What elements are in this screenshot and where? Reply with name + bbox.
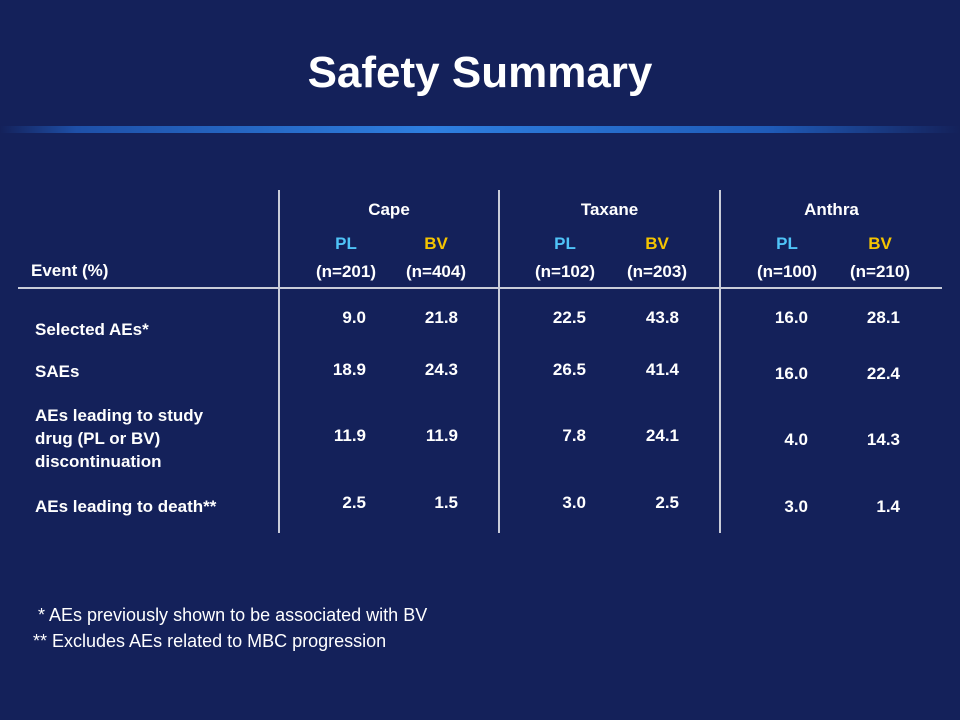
table-cell: 1.5	[434, 493, 458, 512]
table-column-divider	[498, 190, 500, 533]
table-cell: 2.5	[655, 493, 679, 512]
row-label-line: discontinuation	[35, 452, 162, 471]
table-cell: 7.8	[562, 426, 586, 445]
table-cell: 24.1	[645, 426, 679, 445]
table-cell: 16.0	[774, 308, 808, 327]
group-header-taxane: Taxane	[580, 200, 639, 219]
footnote: ** Excludes AEs related to MBC progressi…	[33, 631, 387, 651]
table-cell: 18.9	[332, 360, 366, 379]
table-cell: 22.4	[866, 364, 900, 383]
sample-size: (n=102)	[535, 262, 595, 281]
row-label-selected-aes: Selected AEs*	[35, 318, 149, 341]
row-label-aes-death: AEs leading to death**	[35, 495, 216, 518]
sample-size: (n=100)	[757, 262, 817, 281]
table-header-rule	[18, 287, 942, 289]
arm-label-pl: PL	[335, 234, 357, 253]
table-cell: 3.0	[562, 493, 586, 512]
table-column-divider	[719, 190, 721, 533]
title-divider	[0, 126, 960, 133]
row-label-aes-discontinuation: AEs leading to study drug (PL or BV) dis…	[35, 404, 203, 473]
arm-label-pl: PL	[776, 234, 798, 253]
table-cell: 41.4	[645, 360, 679, 379]
arm-label-bv: BV	[424, 234, 448, 253]
table-cell: 11.9	[333, 426, 366, 445]
table-cell: 21.8	[424, 308, 458, 327]
table-cell: 43.8	[645, 308, 679, 327]
row-label-line: AEs leading to study	[35, 406, 204, 425]
group-header-cape: Cape	[368, 200, 410, 219]
table-column-divider	[278, 190, 280, 533]
row-label-line: SAEs	[35, 362, 80, 381]
row-label-line: drug (PL or BV)	[35, 429, 161, 448]
row-label-line: Selected AEs*	[35, 320, 149, 339]
table-cell: 1.4	[876, 497, 900, 516]
row-label-line: AEs leading to death**	[35, 497, 217, 516]
arm-label-bv: BV	[868, 234, 892, 253]
table-cell: 26.5	[552, 360, 586, 379]
table-cell: 4.0	[784, 430, 808, 449]
footnote: * AEs previously shown to be associated …	[33, 605, 428, 625]
table-cell: 14.3	[866, 430, 900, 449]
event-column-header: Event (%)	[31, 261, 109, 280]
arm-label-bv: BV	[645, 234, 669, 253]
group-header-anthra: Anthra	[804, 200, 859, 219]
sample-size: (n=201)	[316, 262, 376, 281]
arm-label-pl: PL	[554, 234, 576, 253]
table-cell: 24.3	[424, 360, 458, 379]
slide-title: Safety Summary	[307, 48, 653, 97]
row-label-saes: SAEs	[35, 360, 79, 383]
table-cell: 2.5	[342, 493, 366, 512]
sample-size: (n=210)	[850, 262, 910, 281]
table-cell: 9.0	[342, 308, 366, 327]
sample-size: (n=203)	[627, 262, 687, 281]
table-cell: 16.0	[774, 364, 808, 383]
table-cell: 22.5	[552, 308, 586, 327]
sample-size: (n=404)	[406, 262, 466, 281]
table-cell: 11.9	[425, 426, 458, 445]
table-cell: 28.1	[866, 308, 900, 327]
table-cell: 3.0	[784, 497, 808, 516]
